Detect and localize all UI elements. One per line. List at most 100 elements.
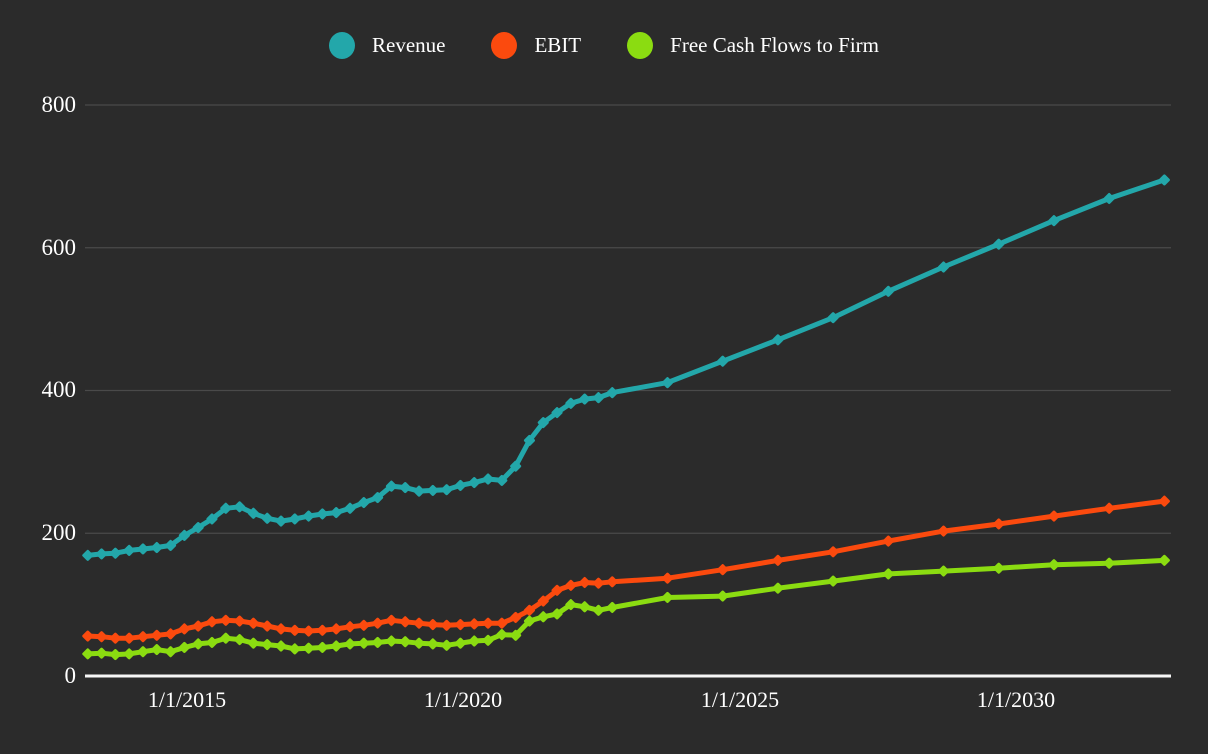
ebit-data-point-38[interactable] — [606, 576, 618, 588]
free-cash-flows-to-firm-data-point-5[interactable] — [151, 644, 163, 656]
revenue-data-point-43[interactable] — [882, 285, 894, 297]
ebit-data-point-5[interactable] — [151, 629, 163, 641]
ebit-data-point-4[interactable] — [137, 631, 149, 643]
free-cash-flows-to-firm-data-point-1[interactable] — [96, 647, 108, 659]
free-cash-flows-to-firm-data-point-39[interactable] — [661, 591, 673, 603]
revenue-data-point-21[interactable] — [372, 492, 384, 504]
ebit-data-point-22[interactable] — [385, 614, 397, 626]
free-cash-flows-to-firm-data-point-37[interactable] — [592, 604, 604, 616]
free-cash-flows-to-firm-data-point-17[interactable] — [316, 641, 328, 653]
ebit-data-point-15[interactable] — [289, 624, 301, 636]
revenue-data-point-2[interactable] — [109, 547, 121, 559]
ebit-data-point-24[interactable] — [413, 617, 425, 629]
ebit-data-point-34[interactable] — [551, 584, 563, 596]
free-cash-flows-to-firm-data-point-41[interactable] — [772, 582, 784, 594]
revenue-data-point-41[interactable] — [772, 334, 784, 346]
free-cash-flows-to-firm-data-point-45[interactable] — [993, 562, 1005, 574]
revenue-data-point-32[interactable] — [523, 434, 535, 446]
free-cash-flows-to-firm-data-point-48[interactable] — [1158, 554, 1170, 566]
free-cash-flows-to-firm-data-point-19[interactable] — [344, 638, 356, 650]
revenue-data-point-8[interactable] — [192, 522, 204, 534]
revenue-data-point-10[interactable] — [220, 502, 232, 514]
ebit-data-point-28[interactable] — [468, 618, 480, 630]
ebit-data-point-7[interactable] — [178, 623, 190, 635]
ebit-data-point-16[interactable] — [303, 625, 315, 637]
legend-item-fcff[interactable]: Free Cash Flows to Firm — [627, 32, 879, 59]
revenue-data-point-19[interactable] — [344, 502, 356, 514]
revenue-data-point-33[interactable] — [537, 417, 549, 429]
revenue-data-point-34[interactable] — [551, 407, 563, 419]
ebit-data-point-3[interactable] — [123, 632, 135, 644]
free-cash-flows-to-firm-data-point-23[interactable] — [399, 636, 411, 648]
free-cash-flows-to-firm-data-point-42[interactable] — [827, 575, 839, 587]
free-cash-flows-to-firm-data-point-9[interactable] — [206, 636, 218, 648]
free-cash-flows-to-firm-data-point-31[interactable] — [510, 629, 522, 641]
revenue-data-point-25[interactable] — [427, 484, 439, 496]
free-cash-flows-to-firm-data-point-40[interactable] — [717, 590, 729, 602]
free-cash-flows-to-firm-data-point-20[interactable] — [358, 637, 370, 649]
ebit-data-point-29[interactable] — [482, 617, 494, 629]
revenue-data-point-18[interactable] — [330, 507, 342, 519]
free-cash-flows-to-firm-data-point-36[interactable] — [579, 601, 591, 613]
free-cash-flows-to-firm-data-point-0[interactable] — [82, 648, 94, 660]
revenue-data-point-4[interactable] — [137, 543, 149, 555]
ebit-data-point-11[interactable] — [234, 615, 246, 627]
revenue-data-point-44[interactable] — [938, 261, 950, 273]
revenue-data-point-24[interactable] — [413, 485, 425, 497]
revenue-data-point-14[interactable] — [275, 515, 287, 527]
revenue-data-point-47[interactable] — [1103, 193, 1115, 205]
free-cash-flows-to-firm-data-point-44[interactable] — [938, 565, 950, 577]
free-cash-flows-to-firm-data-point-35[interactable] — [565, 599, 577, 611]
revenue-data-point-28[interactable] — [468, 477, 480, 489]
revenue-data-point-16[interactable] — [303, 510, 315, 522]
revenue-data-point-29[interactable] — [482, 473, 494, 485]
ebit-data-point-31[interactable] — [510, 611, 522, 623]
ebit-data-point-17[interactable] — [316, 624, 328, 636]
revenue-data-point-17[interactable] — [316, 508, 328, 520]
free-cash-flows-to-firm-data-point-28[interactable] — [468, 635, 480, 647]
free-cash-flows-to-firm-data-point-14[interactable] — [275, 640, 287, 652]
free-cash-flows-to-firm-data-point-16[interactable] — [303, 642, 315, 654]
free-cash-flows-to-firm-data-point-43[interactable] — [882, 568, 894, 580]
revenue-data-point-45[interactable] — [993, 238, 1005, 250]
revenue-data-point-5[interactable] — [151, 542, 163, 554]
revenue-data-point-23[interactable] — [399, 482, 411, 494]
revenue-data-point-7[interactable] — [178, 529, 190, 541]
revenue-data-point-13[interactable] — [261, 512, 273, 524]
revenue-data-point-40[interactable] — [717, 355, 729, 367]
ebit-data-point-48[interactable] — [1158, 495, 1170, 507]
free-cash-flows-to-firm-data-point-2[interactable] — [109, 649, 121, 661]
free-cash-flows-to-firm-data-point-21[interactable] — [372, 636, 384, 648]
ebit-data-point-2[interactable] — [109, 632, 121, 644]
free-cash-flows-to-firm-data-point-47[interactable] — [1103, 557, 1115, 569]
legend-item-revenue[interactable]: Revenue — [329, 32, 445, 59]
ebit-data-point-12[interactable] — [247, 617, 259, 629]
ebit-data-point-40[interactable] — [717, 564, 729, 576]
free-cash-flows-to-firm-data-point-33[interactable] — [537, 611, 549, 623]
free-cash-flows-to-firm-data-point-7[interactable] — [178, 641, 190, 653]
ebit-data-point-44[interactable] — [938, 525, 950, 537]
free-cash-flows-to-firm-data-point-30[interactable] — [496, 629, 508, 641]
revenue-data-point-12[interactable] — [247, 507, 259, 519]
free-cash-flows-to-firm-data-point-26[interactable] — [441, 639, 453, 651]
ebit-data-point-0[interactable] — [82, 630, 94, 642]
ebit-data-point-13[interactable] — [261, 620, 273, 632]
free-cash-flows-to-firm-data-point-25[interactable] — [427, 638, 439, 650]
free-cash-flows-to-firm-data-point-8[interactable] — [192, 638, 204, 650]
ebit-data-point-20[interactable] — [358, 619, 370, 631]
ebit-data-point-14[interactable] — [275, 623, 287, 635]
free-cash-flows-to-firm-data-point-46[interactable] — [1048, 559, 1060, 571]
revenue-data-point-6[interactable] — [165, 539, 177, 551]
free-cash-flows-to-firm-data-point-24[interactable] — [413, 637, 425, 649]
ebit-data-point-27[interactable] — [454, 619, 466, 631]
free-cash-flows-to-firm-data-point-22[interactable] — [385, 635, 397, 647]
ebit-data-point-45[interactable] — [993, 518, 1005, 530]
revenue-data-point-38[interactable] — [606, 387, 618, 399]
ebit-data-point-10[interactable] — [220, 614, 232, 626]
ebit-data-point-39[interactable] — [661, 572, 673, 584]
revenue-data-point-27[interactable] — [454, 479, 466, 491]
ebit-data-point-35[interactable] — [565, 579, 577, 591]
revenue-data-point-30[interactable] — [496, 474, 508, 486]
revenue-data-point-9[interactable] — [206, 513, 218, 525]
ebit-data-point-32[interactable] — [523, 604, 535, 616]
